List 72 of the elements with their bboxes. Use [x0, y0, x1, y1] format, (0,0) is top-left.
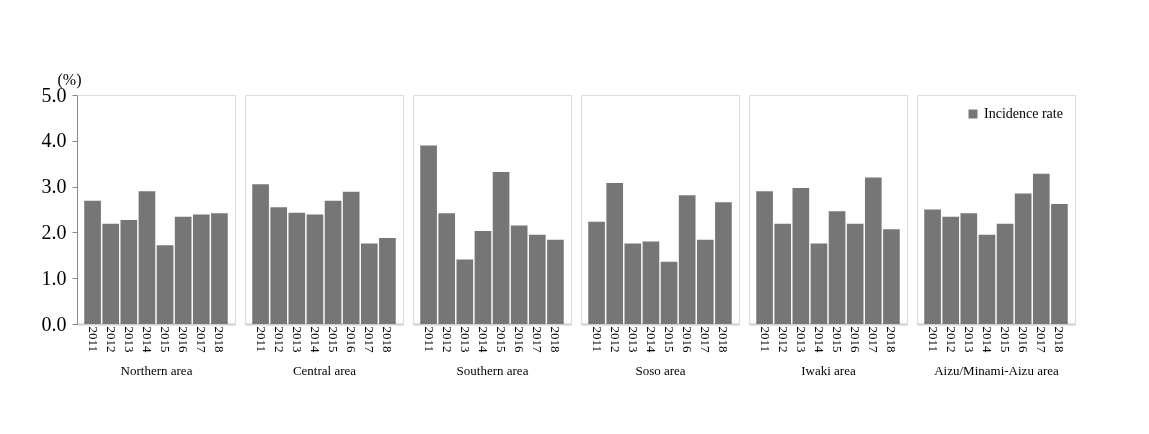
bar — [324, 200, 342, 324]
x-tick-label: 2014 — [139, 326, 155, 353]
x-tick-label: 2018 — [716, 326, 732, 353]
x-tick-label: 2017 — [362, 326, 378, 353]
x-tick-label: 2013 — [793, 326, 809, 353]
x-tick-label: 2013 — [289, 326, 305, 353]
bar — [828, 211, 846, 324]
bar — [138, 191, 156, 324]
x-tick-label: 2016 — [176, 326, 192, 353]
x-tick-label: 2015 — [662, 326, 678, 353]
x-tick-label: 2018 — [1052, 326, 1068, 353]
bar — [810, 243, 828, 324]
x-tick-label: 2014 — [307, 326, 323, 353]
x-tick-label: 2015 — [326, 326, 342, 353]
bar — [156, 245, 174, 324]
x-tick-label: 2014 — [979, 326, 995, 353]
x-tick-label: 2012 — [103, 326, 119, 353]
x-tick-label: 2014 — [475, 326, 491, 353]
x-axis-title: Southern area — [456, 362, 529, 378]
x-axis-title: Northern area — [120, 362, 193, 378]
x-tick-label: 2013 — [121, 326, 137, 353]
x-tick-label: 2013 — [457, 326, 473, 353]
x-tick-label: 2011 — [421, 326, 437, 353]
x-axis-title: Iwaki area — [801, 362, 856, 378]
x-tick-label: 2018 — [380, 326, 396, 353]
x-tick-label: 2017 — [698, 326, 714, 353]
x-tick-label: 2018 — [884, 326, 900, 353]
bar — [642, 241, 660, 324]
x-tick-label: 2018 — [212, 326, 228, 353]
x-tick-label: 2017 — [866, 326, 882, 353]
bar — [474, 231, 492, 324]
x-tick-label: 2012 — [607, 326, 623, 353]
legend-label: Incidence rate — [984, 106, 1063, 121]
x-tick-label: 2016 — [1016, 326, 1032, 353]
x-tick-label: 2014 — [643, 326, 659, 353]
x-axis-title: Soso area — [635, 362, 686, 378]
x-axis-title: Aizu/Minami-Aizu area — [934, 362, 1059, 378]
x-tick-label: 2012 — [775, 326, 791, 353]
x-tick-label: 2015 — [494, 326, 510, 353]
x-tick-label: 2018 — [548, 326, 564, 353]
x-tick-label: 2011 — [85, 326, 101, 353]
y-tick-label: 2.0 — [41, 220, 67, 243]
bar — [996, 223, 1014, 324]
x-axis-title: Central area — [292, 362, 357, 378]
x-tick-label: 2016 — [848, 326, 864, 353]
x-tick-label: 2011 — [925, 326, 941, 353]
x-tick-label: 2014 — [811, 326, 827, 353]
bar — [306, 214, 324, 324]
x-tick-label: 2012 — [943, 326, 959, 353]
x-tick-label: 2015 — [830, 326, 846, 353]
bar — [492, 171, 510, 324]
y-tick-label: 0.0 — [41, 312, 67, 335]
x-tick-label: 2016 — [344, 326, 360, 353]
x-tick-label: 2016 — [512, 326, 528, 353]
bar — [660, 261, 678, 324]
x-tick-label: 2011 — [589, 326, 605, 353]
bar — [978, 234, 996, 324]
x-tick-label: 2012 — [439, 326, 455, 353]
x-tick-label: 2013 — [625, 326, 641, 353]
x-tick-label: 2017 — [530, 326, 546, 353]
x-tick-label: 2017 — [1034, 326, 1050, 353]
x-tick-label: 2011 — [757, 326, 773, 353]
x-tick-label: 2017 — [194, 326, 210, 353]
x-tick-label: 2016 — [680, 326, 696, 353]
x-tick-label: 2015 — [998, 326, 1014, 353]
x-tick-label: 2012 — [271, 326, 287, 353]
y-tick-label: 4.0 — [41, 129, 67, 152]
x-tick-label: 2013 — [961, 326, 977, 353]
x-tick-label: 2011 — [253, 326, 269, 353]
x-tick-label: 2015 — [158, 326, 174, 353]
y-tick-label: 3.0 — [41, 175, 67, 198]
y-tick-label: 1.0 — [41, 266, 67, 289]
